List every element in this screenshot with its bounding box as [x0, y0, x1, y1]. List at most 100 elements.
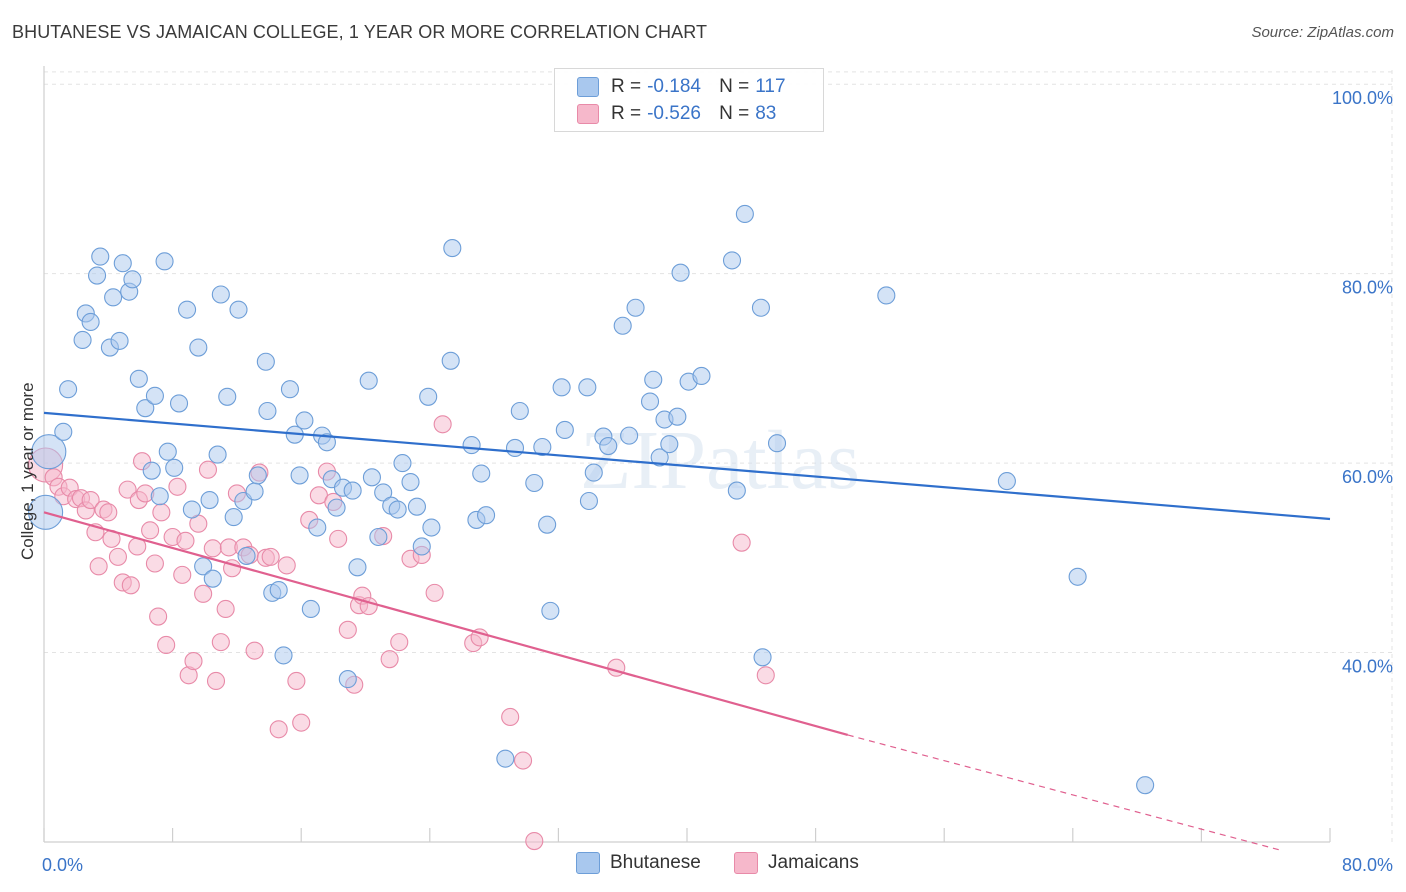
- jamaicans-point: [176, 531, 195, 550]
- jamaicans-point: [118, 480, 137, 499]
- jamaicans-point: [168, 477, 187, 496]
- bhutanese-point: [165, 458, 184, 477]
- bhutanese-point: [59, 380, 78, 399]
- bhutanese-point: [123, 270, 142, 289]
- jamaicans-point: [732, 533, 751, 552]
- trend-lines: [43, 411, 1331, 852]
- jamaicans-point: [425, 583, 444, 602]
- bhutanese-point: [388, 500, 407, 519]
- bhutanese-point: [155, 252, 174, 271]
- bhutanese-point: [407, 497, 426, 516]
- bhutanese-point: [136, 399, 155, 418]
- bhutanese-point: [359, 371, 378, 390]
- jamaicans-point: [157, 635, 176, 655]
- bhutanese-point: [248, 466, 267, 485]
- bhutanese-point: [668, 407, 687, 426]
- bhutanese-point: [327, 498, 346, 517]
- bhutanese-point: [767, 434, 787, 453]
- bhutanese-point: [308, 518, 327, 537]
- bhutanese-point: [237, 546, 256, 565]
- bhutanese-point: [280, 380, 299, 399]
- bhutanese-point: [584, 463, 603, 482]
- stats-row-jamaicans: R = -0.526 N = 83: [577, 101, 776, 127]
- bhutanese-point: [751, 298, 770, 317]
- bhutanese-point: [145, 386, 164, 405]
- jamaicans-point: [145, 554, 164, 573]
- bhutanese-point: [393, 454, 412, 473]
- bhutanese-point: [640, 392, 660, 411]
- bhutanese-point: [620, 426, 639, 445]
- jamaicans-point: [141, 521, 160, 540]
- bhutanese-point: [541, 601, 560, 620]
- jamaicans-swatch: [577, 104, 599, 124]
- bhutanese-point: [295, 411, 314, 430]
- bhutanese-point: [104, 288, 123, 307]
- legend-bhutanese[interactable]: Bhutanese: [576, 852, 701, 874]
- bhutanese-point: [401, 472, 420, 492]
- bhutanese-point: [73, 330, 92, 350]
- bhutanese-point: [422, 518, 441, 537]
- jamaicans-point: [203, 539, 222, 558]
- stats-row-bhutanese: R = -0.184 N = 117: [577, 74, 786, 100]
- bhutanese-point: [129, 369, 148, 388]
- r-label: R =: [611, 76, 642, 97]
- bhutanese-point: [735, 204, 754, 224]
- bhutanese-point: [441, 351, 460, 370]
- jamaicans-point: [216, 599, 235, 619]
- jamaicans-point: [513, 751, 533, 770]
- y-tick-label: 80.0%: [1342, 278, 1393, 298]
- bhutanese-point: [538, 515, 557, 534]
- jamaicans-point: [194, 584, 213, 603]
- jamaicans-point: [338, 620, 357, 639]
- bhutanese-point: [369, 527, 388, 547]
- jamaicans-point: [390, 633, 409, 652]
- bhutanese-point: [877, 286, 896, 305]
- jamaicans-point: [245, 641, 264, 660]
- bhutanese-point: [374, 483, 393, 502]
- bhutanese-point: [510, 401, 529, 421]
- bhutanese-point: [274, 646, 293, 665]
- bhutanese-point: [169, 394, 189, 413]
- x-tick-labels: 0.0% 80.0%: [42, 855, 1393, 875]
- legend-label: Bhutanese: [610, 852, 701, 873]
- bhutanese-point: [224, 508, 243, 527]
- n-value: 83: [755, 103, 777, 124]
- bhutanese-swatch: [577, 77, 599, 97]
- bhutanese-point: [626, 298, 645, 317]
- bhutanese-point: [533, 437, 552, 457]
- y-tick-label: 60.0%: [1342, 467, 1393, 487]
- legend-jamaicans[interactable]: Jamaicans: [734, 852, 859, 874]
- jamaicans-point: [525, 832, 544, 851]
- legend-label: Jamaicans: [768, 852, 859, 873]
- x-tick-label: 80.0%: [1342, 855, 1393, 875]
- bhutanese-point: [727, 481, 746, 500]
- bhutanese-point: [477, 506, 496, 525]
- bhutanese-point: [338, 670, 357, 689]
- n-label: N =: [719, 76, 750, 97]
- jamaicans-point: [292, 713, 311, 732]
- n-value: 117: [755, 76, 786, 97]
- y-tick-label: 40.0%: [1342, 657, 1393, 677]
- bhutanese-point: [343, 481, 362, 500]
- jamaicans-point: [108, 547, 127, 566]
- bhutanese-point: [362, 468, 381, 487]
- bhutanese-point: [579, 491, 598, 511]
- bhutanese-point: [200, 490, 219, 510]
- bhutanese-point: [753, 648, 772, 667]
- jamaicans-point: [269, 720, 288, 739]
- bhutanese-point: [462, 436, 481, 455]
- jamaicans-point: [99, 503, 118, 522]
- jamaicans-point: [152, 503, 171, 522]
- bhutanese-point: [203, 569, 222, 588]
- jamaicans-point: [261, 547, 280, 566]
- bhutanese-point: [525, 473, 544, 493]
- jamaicans-point: [211, 633, 230, 652]
- stats-box: R = -0.184 N = 117 R = -0.526 N = 83: [554, 68, 824, 132]
- x-tick-label: 0.0%: [42, 855, 83, 875]
- y-tick-label: 100.0%: [1332, 88, 1393, 108]
- jamaicans-point: [121, 576, 140, 595]
- y-tick-labels: 40.0% 60.0% 80.0% 100.0%: [1332, 88, 1393, 676]
- jamaicans-point: [89, 557, 108, 576]
- bhutanese-legend-swatch: [576, 852, 600, 874]
- r-label: R =: [611, 103, 642, 124]
